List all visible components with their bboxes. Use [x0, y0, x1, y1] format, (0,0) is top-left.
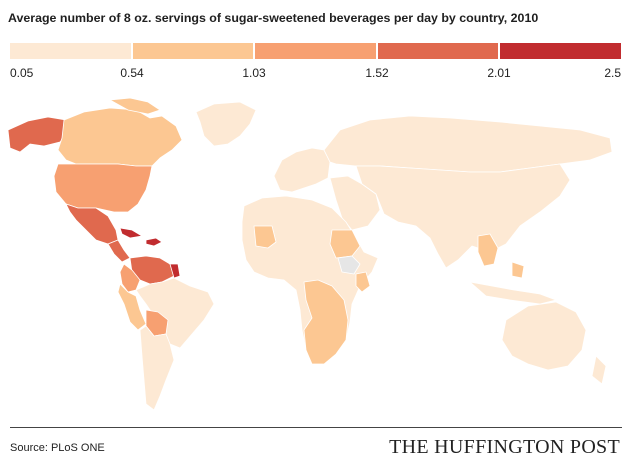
region-cuba	[119, 227, 143, 239]
region-greenland	[195, 101, 257, 147]
legend-bin-4	[375, 43, 499, 59]
region-alaska	[7, 116, 71, 153]
region-new-zealand	[591, 355, 607, 385]
legend-tick-2: 0.54	[120, 66, 144, 80]
region-caribbean	[145, 237, 163, 247]
legend-tick-1: 0.05	[10, 66, 34, 80]
region-suriname	[169, 263, 181, 279]
region-brazil	[135, 277, 215, 349]
legend-tick-6: 2.5	[604, 66, 621, 80]
region-philippines	[511, 261, 525, 279]
region-australia	[501, 301, 587, 371]
chart-title: Average number of 8 oz. servings of suga…	[8, 11, 539, 25]
brand-logo: THE HUFFINGTON POST	[389, 436, 620, 458]
region-indonesia	[469, 281, 557, 305]
region-ethiopia	[337, 255, 361, 275]
legend-bin-5	[498, 43, 621, 59]
region-southern-cone	[139, 325, 175, 411]
legend-tick-4: 1.52	[365, 66, 389, 80]
legend-tick-5: 2.01	[487, 66, 511, 80]
legend-bin-3	[253, 43, 376, 59]
color-legend	[10, 43, 621, 59]
region-usa	[53, 163, 153, 213]
legend-bin-1	[10, 43, 131, 59]
region-mali	[253, 225, 277, 249]
region-canada	[57, 107, 183, 167]
legend-bin-2	[130, 43, 254, 59]
region-asia	[355, 163, 571, 269]
footer-rule	[10, 427, 622, 428]
region-central-america	[107, 239, 131, 263]
region-europe	[273, 147, 331, 193]
region-se-asia	[477, 233, 499, 267]
region-canada-islands	[109, 97, 161, 115]
region-middle-east	[329, 175, 381, 231]
region-southern-africa	[303, 279, 349, 365]
source-note: Source: PLoS ONE	[10, 442, 105, 454]
world-map	[7, 97, 613, 411]
region-russia	[323, 115, 613, 173]
region-colombia	[119, 263, 141, 293]
region-kenya	[355, 271, 371, 293]
region-peru	[117, 283, 147, 331]
legend-tick-3: 1.03	[242, 66, 266, 80]
